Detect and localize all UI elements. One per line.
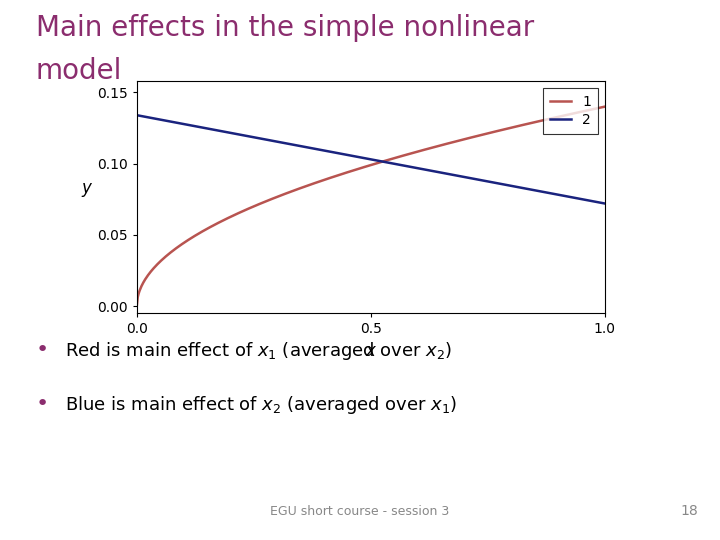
Text: •: • xyxy=(36,340,49,360)
Text: model: model xyxy=(36,57,122,85)
Line: 1: 1 xyxy=(137,106,605,306)
2 xyxy=(358,154,366,161)
2 xyxy=(411,165,420,171)
1 xyxy=(589,106,598,112)
Text: 18: 18 xyxy=(680,504,698,518)
2 xyxy=(600,200,609,207)
Y-axis label: y: y xyxy=(81,179,91,197)
Text: EGU short course - session 3: EGU short course - session 3 xyxy=(271,505,449,518)
X-axis label: x: x xyxy=(366,342,376,360)
1 xyxy=(358,165,366,171)
1 xyxy=(411,149,420,156)
1 xyxy=(600,103,609,110)
1 xyxy=(132,303,141,309)
Line: 2: 2 xyxy=(137,115,605,204)
2 xyxy=(589,198,598,205)
2 xyxy=(516,184,525,191)
2 xyxy=(386,160,395,166)
1 xyxy=(516,122,525,129)
Text: •: • xyxy=(36,394,49,414)
1 xyxy=(386,156,395,163)
Text: Blue is main effect of $x_2$ (averaged over $x_1$): Blue is main effect of $x_2$ (averaged o… xyxy=(65,394,457,416)
2 xyxy=(355,154,364,160)
Text: Red is main effect of $x_1$ (averaged over $x_2$): Red is main effect of $x_1$ (averaged ov… xyxy=(65,340,452,362)
1 xyxy=(355,165,364,172)
Legend: 1, 2: 1, 2 xyxy=(543,88,598,134)
2 xyxy=(132,112,141,118)
Text: Main effects in the simple nonlinear: Main effects in the simple nonlinear xyxy=(36,14,534,42)
